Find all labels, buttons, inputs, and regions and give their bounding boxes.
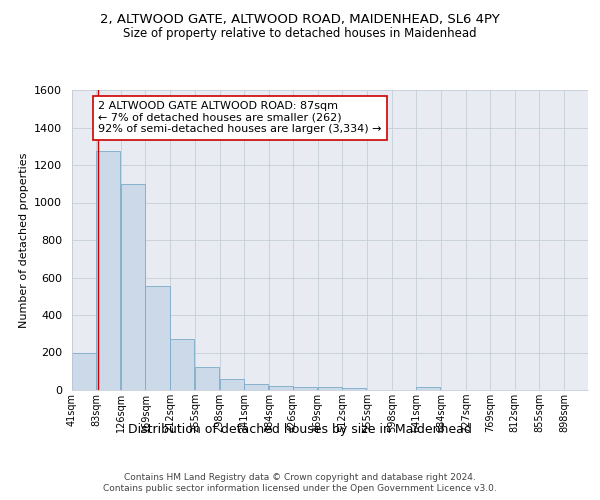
Text: 2 ALTWOOD GATE ALTWOOD ROAD: 87sqm
← 7% of detached houses are smaller (262)
92%: 2 ALTWOOD GATE ALTWOOD ROAD: 87sqm ← 7% … (98, 101, 382, 134)
Bar (96, 151, 120, 390)
Bar (343, 388, 367, 390)
Text: Contains public sector information licensed under the Open Government Licence v3: Contains public sector information licen… (103, 484, 497, 493)
Bar (269, 386, 293, 390)
Text: Size of property relative to detached houses in Maidenhead: Size of property relative to detached ho… (123, 28, 477, 40)
Bar (293, 386, 317, 390)
Bar (244, 384, 268, 390)
Bar (121, 184, 145, 390)
Bar (195, 366, 219, 390)
Text: Distribution of detached houses by size in Maidenhead: Distribution of detached houses by size … (128, 422, 472, 436)
Bar (145, 286, 170, 390)
Text: 2, ALTWOOD GATE, ALTWOOD ROAD, MAIDENHEAD, SL6 4PY: 2, ALTWOOD GATE, ALTWOOD ROAD, MAIDENHEA… (100, 12, 500, 26)
Bar (220, 379, 244, 390)
Bar (72, 352, 96, 390)
Y-axis label: Number of detached properties: Number of detached properties (19, 152, 29, 328)
Bar (170, 340, 194, 390)
Text: Contains HM Land Registry data © Crown copyright and database right 2024.: Contains HM Land Registry data © Crown c… (124, 472, 476, 482)
Bar (317, 387, 342, 390)
Bar (416, 387, 440, 390)
